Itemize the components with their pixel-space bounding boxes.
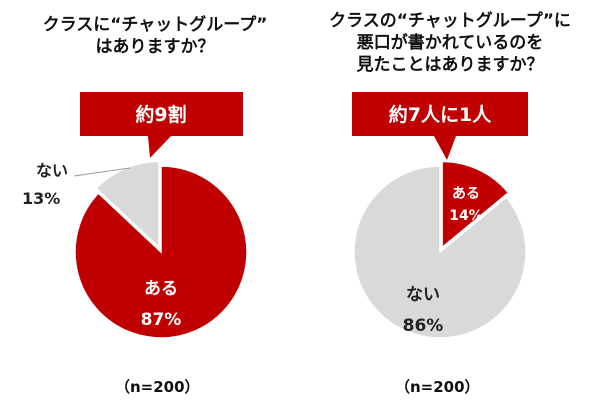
callout-box-2 (352, 92, 528, 160)
slice-aru-1 (74, 165, 248, 339)
value-aru-1: 87% (141, 310, 182, 330)
label-nai-2: ない (406, 285, 440, 305)
pie-chart-1: 約9割 ない 13% ある 87% (22, 92, 248, 339)
label-nai-1: ない (36, 161, 68, 180)
slice-aru-2 (441, 160, 510, 250)
callout-box-1 (80, 92, 243, 158)
callout-text-1: 約9割 (135, 103, 186, 126)
chart-title-1: クラスに“チャットグループ” はありますか？ (42, 15, 268, 57)
value-nai-2: 86% (403, 316, 444, 336)
leader-line-1 (73, 167, 131, 177)
sample-size-2: （n=200） (395, 378, 480, 396)
label-aru-2: ある (452, 186, 480, 202)
callout-text-2: 約7人に1人 (389, 103, 492, 126)
sample-size-1: （n=200） (115, 378, 200, 396)
label-aru-1: ある (144, 279, 178, 299)
value-nai-1: 13% (22, 189, 60, 208)
slice-nai-2 (353, 165, 527, 339)
chart-title-2: クラスの“チャットグループ”に 悪口が書かれているのを 見たことはありますか？ (329, 11, 571, 75)
value-aru-2: 14% (449, 208, 483, 224)
pie-chart-2: 約7人に1人 ある 14% ない 86% (352, 92, 528, 339)
